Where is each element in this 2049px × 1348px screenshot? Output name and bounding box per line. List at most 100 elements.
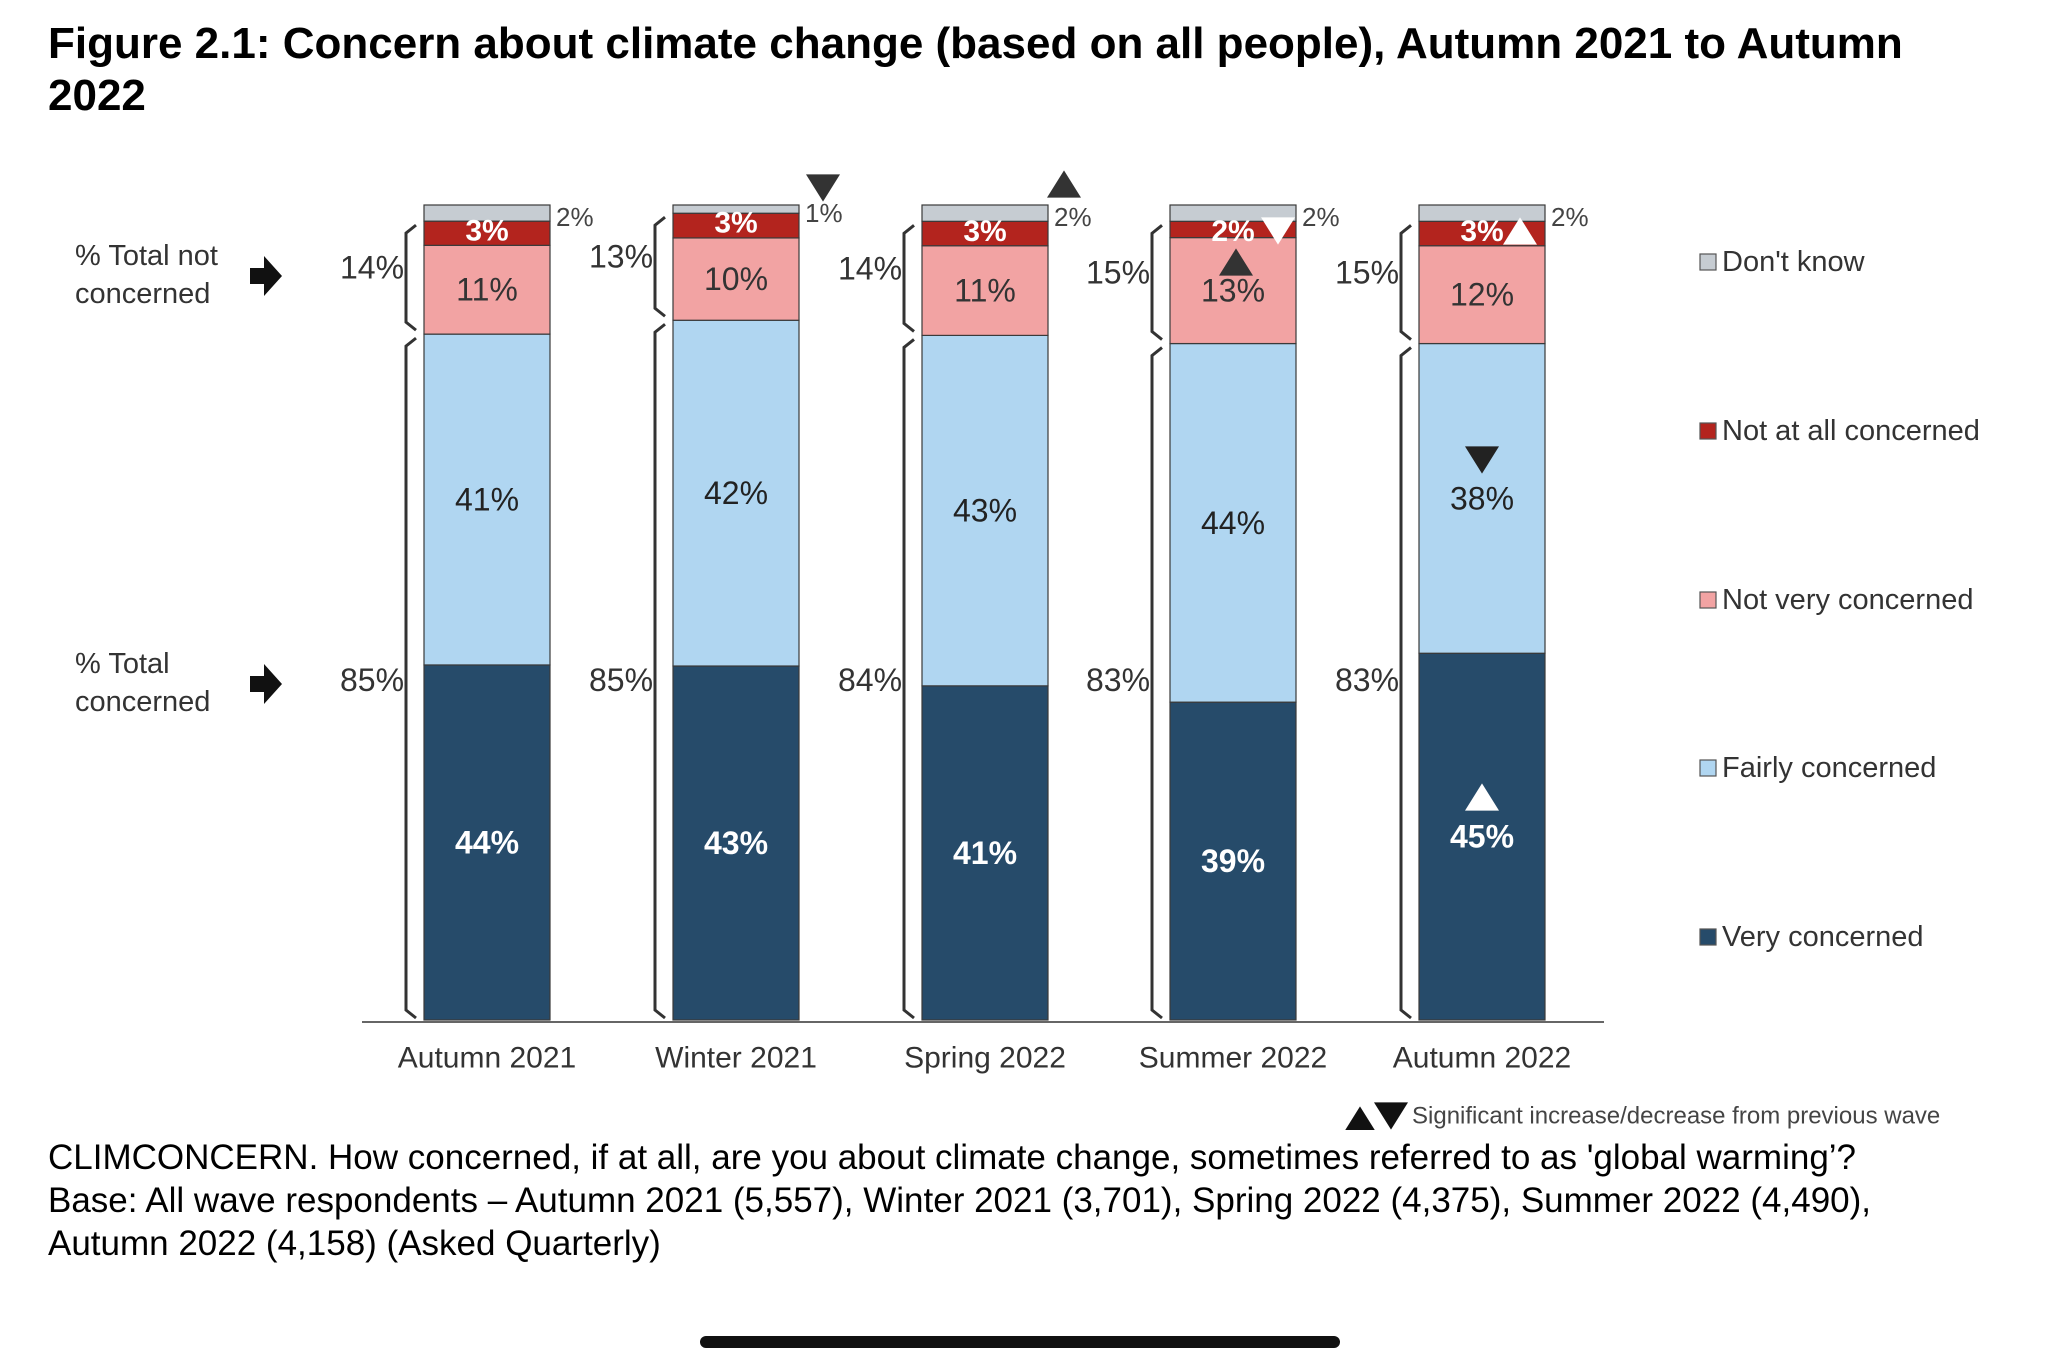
data-label-not-at-all-concerned-2: 3% (714, 207, 757, 240)
data-label-not-very-concerned-2: 10% (704, 261, 768, 297)
data-label-fairly-concerned-5: 38% (1450, 480, 1514, 516)
bar-not-at-all-concerned-3 (921, 220, 1049, 247)
legend-label-not-very-concerned: Not very concerned (1722, 584, 1973, 616)
total-not-concerned-4: 15% (1086, 254, 1150, 290)
total-concerned-2: 85% (589, 662, 653, 698)
bar-very-concerned-3 (921, 685, 1049, 1021)
bar-very-concerned-1 (423, 664, 551, 1021)
brackets-layer (404, 216, 1412, 1020)
caption-question: CLIMCONCERN. How concerned, if at all, a… (48, 1138, 1857, 1177)
total-not-concerned-label: % Total not concerned (75, 240, 218, 310)
total-concerned-1: 85% (340, 662, 404, 698)
arrow-right-icon-not-concerned (250, 256, 282, 296)
bar-don-t-know-1 (423, 204, 551, 222)
markers-layer (806, 170, 1537, 811)
data-label-not-at-all-concerned-4: 2% (1211, 215, 1254, 248)
data-label-fairly-concerned-3: 43% (953, 493, 1017, 529)
data-label-very-concerned-2: 43% (704, 825, 768, 861)
decrease-marker-icon-1 (806, 174, 840, 202)
total-not-concerned-3: 14% (838, 250, 902, 286)
data-label-fairly-concerned-2: 42% (704, 475, 768, 511)
significance-note: Significant increase/decrease from previ… (1345, 1102, 1940, 1130)
bar-don-t-know-5 (1418, 204, 1546, 222)
bar-not-very-concerned-1 (423, 244, 551, 335)
data-label-very-concerned-1: 44% (455, 824, 519, 860)
left-side-labels: % Total not concerned % Total concerned (75, 240, 282, 718)
bar-fairly-concerned-3 (921, 334, 1049, 687)
total-not-concerned-1: 14% (340, 250, 404, 286)
legend-swatch-don-t-know (1699, 253, 1717, 271)
data-label-very-concerned-4: 39% (1201, 843, 1265, 879)
page-title: Figure 2.1: Concern about climate change… (48, 19, 1903, 120)
data-label-not-very-concerned-5: 12% (1450, 277, 1514, 313)
total-not-concerned-2: 13% (589, 239, 653, 275)
bar-very-concerned-2 (672, 665, 800, 1021)
data-label-not-at-all-concerned-3: 3% (963, 215, 1006, 248)
bracket-not-concerned-3 (902, 224, 915, 333)
bar-not-at-all-concerned-2 (672, 212, 800, 239)
bar-not-very-concerned-5 (1418, 245, 1546, 345)
x-tick-label-2: Winter 2021 (655, 1042, 817, 1075)
total-concerned-label: % Total concerned (75, 648, 210, 718)
bar-don-t-know-4 (1169, 204, 1297, 222)
bracket-not-concerned-4 (1150, 224, 1163, 341)
data-label-very-concerned-5: 45% (1450, 819, 1514, 855)
bracket-not-concerned-5 (1399, 224, 1412, 341)
increase-triangle-icon (1345, 1106, 1375, 1130)
total-concerned-4: 83% (1086, 662, 1150, 698)
caption-base: Base: All wave respondents – Autumn 2021… (48, 1181, 1872, 1263)
data-label-dont-know-3: 2% (1054, 202, 1092, 232)
data-label-not-very-concerned-4: 13% (1201, 273, 1265, 309)
bar-fairly-concerned-5 (1418, 342, 1546, 654)
total-concerned-5: 83% (1335, 662, 1399, 698)
decrease-marker-icon-6 (1465, 446, 1499, 474)
bracket-not-concerned-2 (653, 216, 666, 318)
labels-layer: 44% 41% 11% 3% 2% 43% 42% 10% 3% 1% 41% 43% 11% 3% 2% 3… (340, 198, 1589, 879)
legend: Don't know Not at all concerned Not very c… (1699, 246, 1980, 953)
legend-swatch-fairly-concerned (1699, 759, 1717, 777)
decrease-triangle-icon (1374, 1102, 1408, 1130)
bar-fairly-concerned-2 (672, 319, 800, 667)
legend-label-don-t-know: Don't know (1722, 246, 1866, 278)
x-tick-label-1: Autumn 2021 (398, 1042, 576, 1075)
data-label-not-very-concerned-1: 11% (456, 272, 518, 308)
decrease-marker-icon-3 (1261, 217, 1295, 245)
data-label-dont-know-2: 1% (805, 198, 843, 228)
x-tick-label-4: Summer 2022 (1139, 1042, 1327, 1075)
data-label-very-concerned-3: 41% (953, 835, 1017, 871)
legend-label-fairly-concerned: Fairly concerned (1722, 752, 1936, 784)
bar-very-concerned-4 (1169, 701, 1297, 1021)
bar-fairly-concerned-4 (1169, 342, 1297, 703)
home-indicator (700, 1336, 1340, 1348)
data-label-dont-know-5: 2% (1551, 202, 1589, 232)
legend-swatch-very-concerned (1699, 928, 1717, 946)
total-concerned-3: 84% (838, 662, 902, 698)
legend-swatch-not-at-all-concerned (1699, 422, 1717, 440)
bar-not-very-concerned-3 (921, 245, 1049, 337)
bar-very-concerned-5 (1418, 652, 1546, 1021)
data-label-fairly-concerned-1: 41% (455, 482, 519, 518)
stacked-bar-chart: 44% 41% 11% 3% 2% 43% 42% 10% 3% 1% 41% 43% 11% 3% 2% 3… (75, 170, 1980, 1130)
x-tick-label-3: Spring 2022 (904, 1042, 1066, 1075)
legend-label-very-concerned: Very concerned (1722, 921, 1924, 953)
bracket-concerned-4 (1150, 346, 1163, 1020)
total-not-concerned-5: 15% (1335, 254, 1399, 290)
increase-marker-icon-4 (1219, 248, 1253, 276)
data-label-not-very-concerned-3: 11% (954, 273, 1016, 309)
bar-don-t-know-3 (921, 204, 1049, 222)
x-tick-label-5: Autumn 2022 (1393, 1042, 1571, 1075)
bar-don-t-know-2 (672, 204, 800, 214)
increase-marker-icon-2 (1047, 170, 1081, 198)
bracket-concerned-3 (902, 338, 915, 1020)
data-label-fairly-concerned-4: 44% (1201, 505, 1265, 541)
data-label-not-at-all-concerned-1: 3% (465, 215, 508, 248)
bracket-concerned-2 (653, 323, 666, 1020)
significance-note-text: Significant increase/decrease from previ… (1412, 1103, 1940, 1130)
data-label-dont-know-4: 2% (1302, 202, 1340, 232)
bracket-concerned-1 (404, 336, 417, 1020)
bar-fairly-concerned-1 (423, 333, 551, 666)
data-label-not-at-all-concerned-5: 3% (1460, 215, 1503, 248)
legend-label-not-at-all-concerned: Not at all concerned (1722, 415, 1980, 447)
increase-marker-icon-5 (1503, 217, 1537, 245)
arrow-right-icon-concerned (250, 664, 282, 704)
